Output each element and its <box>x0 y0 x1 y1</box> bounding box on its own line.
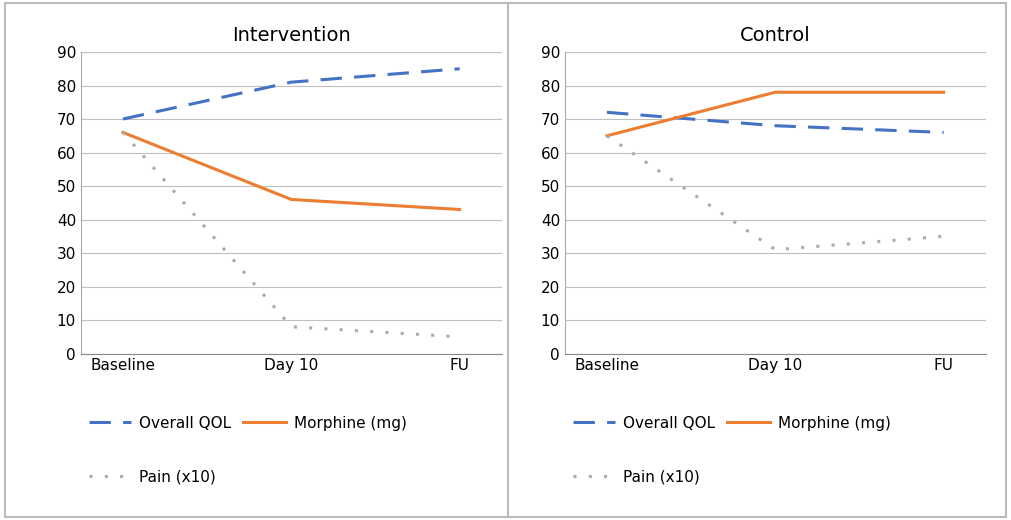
Legend: Pain (x10): Pain (x10) <box>89 470 215 485</box>
Title: Control: Control <box>740 26 811 45</box>
Legend: Pain (x10): Pain (x10) <box>572 470 700 485</box>
Title: Intervention: Intervention <box>232 26 351 45</box>
